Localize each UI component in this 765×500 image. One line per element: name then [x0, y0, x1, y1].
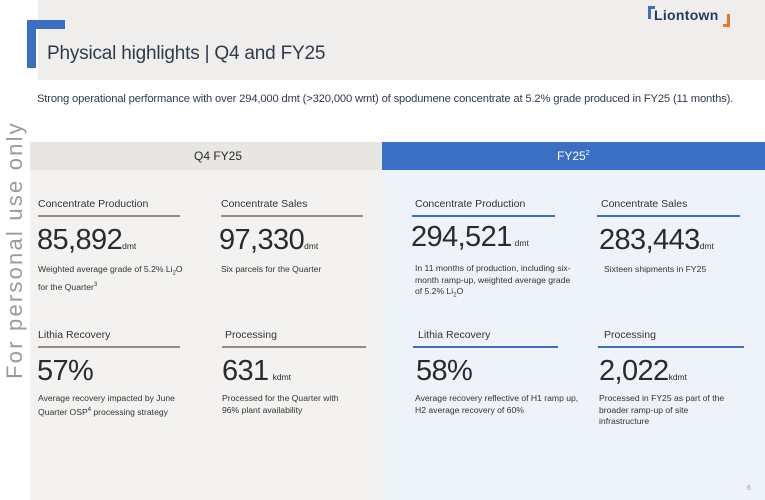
- q4-processing-value: 631 kdmt: [222, 355, 291, 388]
- q4-recovery-desc-line2b: processing strategy: [91, 406, 168, 417]
- page-number: 6: [747, 485, 751, 492]
- q4-sales-rule: [221, 215, 363, 217]
- q4-production-desc-line2: for the Quarter: [38, 282, 94, 293]
- q4-production-desc-text: Weighted average grade of 5.2% Li: [38, 264, 173, 274]
- fy25-processing-rule: [598, 346, 744, 348]
- q4-production-desc-sub: 2: [172, 270, 176, 277]
- q4-sales-desc: Six parcels for the Quarter: [221, 264, 322, 274]
- fy25-processing-desc: Processed in FY25 as part of the broader…: [599, 393, 749, 428]
- fy25-header-label: FY252: [557, 149, 590, 163]
- fy25-recovery-label: Lithia Recovery: [418, 329, 491, 341]
- fy25-recovery-desc-line2: H2 average recovery of 60%: [415, 404, 524, 415]
- q4-recovery-desc-line1: Average recovery impacted by June: [38, 393, 175, 403]
- title-bracket-accent-top: [27, 20, 65, 29]
- watermark: For personal use only: [0, 108, 30, 392]
- fy25-recovery-rule: [413, 346, 558, 348]
- watermark-text: For personal use only: [2, 121, 27, 379]
- q4-production-unit: dmt: [122, 241, 137, 251]
- fy25-header-text: FY25: [557, 149, 586, 163]
- logo-bracket-blue-top: [648, 6, 655, 9]
- fy25-recovery-desc-line1: Average recovery reflective of H1 ramp u…: [415, 393, 579, 403]
- fy25-production-label: Concentrate Production: [415, 198, 526, 210]
- fy25-production-desc-line1: In 11 months of production, including si…: [415, 263, 571, 273]
- q4-production-label: Concentrate Production: [38, 198, 149, 210]
- fy25-recovery-value: 58%: [416, 355, 473, 387]
- q4-production-rule: [38, 215, 180, 217]
- fy25-footnote-ref: 2: [585, 150, 590, 157]
- q4-recovery-value: 57%: [37, 355, 94, 387]
- logo-text: Liontown: [654, 7, 719, 23]
- fy25-processing-desc-line3: infrastructure: [599, 416, 650, 426]
- q4-recovery-footnote-ref: 4: [87, 406, 92, 413]
- fy25-processing-unit: kdmt: [668, 372, 687, 382]
- fy25-processing-number: 2,022: [599, 355, 669, 387]
- q4-processing-unit: kdmt: [272, 372, 292, 382]
- fy25-production-desc-oxide: O: [456, 286, 464, 296]
- fy25-recovery-desc: Average recovery reflective of H1 ramp u…: [415, 393, 590, 416]
- q4-sales-label: Concentrate Sales: [221, 198, 308, 210]
- fy25-section-header: FY252: [382, 142, 765, 170]
- q4-recovery-desc-line2a: Quarter OSP: [38, 406, 88, 417]
- logo-bracket-orange: [727, 14, 730, 27]
- title-bracket-accent: [27, 20, 36, 68]
- fy25-sales-value: 283,443dmt: [599, 224, 714, 257]
- fy25-processing-label: Processing: [604, 329, 656, 341]
- q4-section-header: Q4 FY25: [30, 142, 382, 170]
- fy25-processing-desc-line2: broader ramp-up of site: [599, 404, 689, 415]
- q4-processing-rule: [222, 346, 366, 348]
- q4-processing-desc-line2: 96% plant availability: [222, 404, 303, 415]
- q4-recovery-desc: Average recovery impacted by June Quarte…: [38, 393, 213, 418]
- q4-processing-label: Processing: [225, 329, 277, 341]
- fy25-production-desc-line2: month ramp-up, weighted average grade: [415, 274, 571, 285]
- q4-sales-number: 97,330: [219, 224, 305, 256]
- fy25-sales-label: Concentrate Sales: [601, 198, 688, 210]
- logo-bracket-orange-bottom: [723, 24, 730, 27]
- q4-sales-value: 97,330dmt: [219, 224, 318, 257]
- q4-production-number: 85,892: [37, 224, 123, 256]
- q4-header-label: Q4 FY25: [194, 149, 243, 163]
- q4-processing-desc: Processed for the Quarter with 96% plant…: [222, 393, 382, 416]
- fy25-production-unit: dmt: [514, 238, 529, 248]
- fy25-production-desc-sub: 2: [453, 292, 457, 299]
- fy25-production-desc-line3: of 5.2% Li: [415, 286, 454, 296]
- fy25-sales-desc: Sixteen shipments in FY25: [604, 264, 707, 274]
- page-title: Physical highlights | Q4 and FY25: [47, 43, 326, 64]
- fy25-processing-value: 2,022kdmt: [599, 355, 687, 388]
- fy25-processing-desc-line1: Processed in FY25 as part of the: [599, 393, 725, 403]
- logo-bracket-blue: [648, 6, 651, 19]
- fy25-production-desc: In 11 months of production, including si…: [415, 263, 585, 302]
- q4-processing-desc-line1: Processed for the Quarter with: [222, 393, 339, 403]
- q4-processing-number: 631: [222, 355, 269, 387]
- q4-production-footnote-ref: 3: [93, 282, 98, 289]
- q4-production-desc-oxide: O: [175, 264, 183, 274]
- fy25-production-value: 294,521 dmt: [411, 221, 529, 254]
- fy25-production-number: 294,521: [411, 221, 512, 253]
- fy25-sales-unit: dmt: [699, 241, 714, 251]
- liontown-logo: Liontown: [648, 4, 730, 30]
- fy25-panel: [382, 170, 765, 500]
- q4-production-value: 85,892dmt: [37, 224, 136, 257]
- q4-production-desc: Weighted average grade of 5.2% Li2O for …: [38, 264, 198, 294]
- q4-recovery-label: Lithia Recovery: [38, 329, 111, 341]
- subtitle: Strong operational performance with over…: [37, 93, 734, 105]
- q4-sales-unit: dmt: [304, 241, 319, 251]
- q4-recovery-rule: [38, 346, 180, 348]
- fy25-production-rule: [412, 215, 555, 217]
- fy25-sales-rule: [597, 215, 740, 217]
- title-band: [38, 0, 765, 80]
- fy25-sales-number: 283,443: [599, 224, 700, 256]
- q4-panel: [30, 170, 382, 500]
